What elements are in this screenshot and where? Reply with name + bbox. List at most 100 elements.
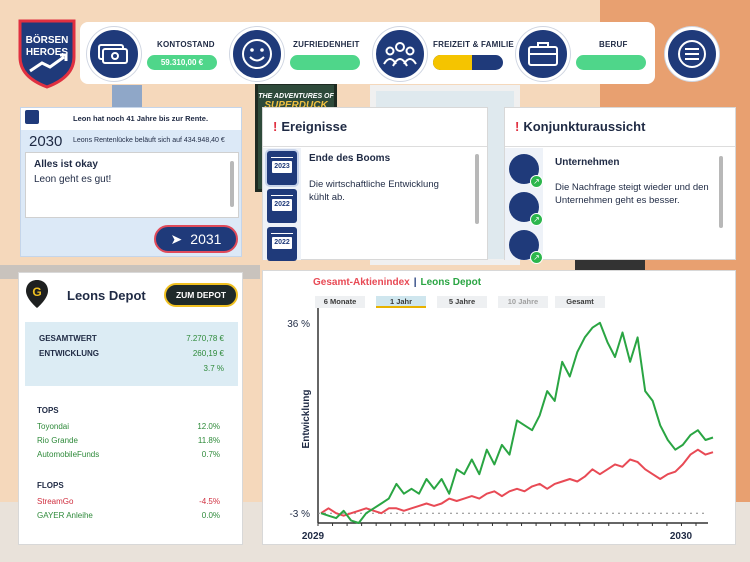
konjunktur-headline: Unternehmen (555, 157, 620, 168)
tab-5-jahre[interactable]: 5 Jahre (437, 296, 487, 308)
entwicklung-value: 260,19 € (192, 349, 224, 358)
list-item-value: 0.7% (201, 450, 220, 459)
list-item-value: -4.5% (199, 497, 220, 506)
depot-panel: G Leons Depot ZUM DEPOT GESAMTWERT 7.270… (18, 272, 243, 545)
list-item[interactable]: GAYER Anleihe (37, 511, 93, 520)
freizeit-bar (433, 55, 503, 70)
konjunktur-body-line2: Unternehmen geht es besser. (555, 195, 680, 206)
kontostand-value: 59.310,00 € (160, 58, 204, 67)
kontostand-bar: 59.310,00 € (147, 55, 217, 70)
list-item-value: 0.0% (201, 511, 220, 520)
x-tick-label: 2030 (670, 531, 693, 542)
arrow-right-icon: ➤ (170, 230, 183, 247)
event-year-1: 2023 (272, 161, 292, 173)
poster-line1: THE ADVENTURES OF (258, 93, 334, 100)
people-icon[interactable]: ↗ (509, 192, 543, 226)
list-item[interactable]: AutomobileFunds (37, 450, 100, 459)
event-calendar-icon[interactable]: 2023 (267, 151, 297, 185)
events-panel: ! Ereignisse 2023 2022 2022 Ende des Boom… (262, 107, 488, 261)
family-icon[interactable] (373, 27, 427, 81)
event-calendar-icon[interactable]: 2022 (267, 189, 297, 223)
trend-up-icon: ↗ (530, 213, 543, 226)
x-tick-label: 2029 (302, 531, 325, 542)
event-year-2: 2022 (272, 199, 292, 211)
events-icon-column: 2023 2022 2022 (263, 148, 301, 261)
chart-title-depot: Leons Depot (420, 277, 482, 288)
pension-header: Leon hat noch 41 Jahre bis zur Rente. (21, 108, 241, 130)
line-chart: 36 % -3 % 2029 2030 Entwicklung (287, 308, 714, 542)
zufriedenheit-label: ZUFRIEDENHEIT (293, 40, 360, 49)
money-icon[interactable] (87, 27, 141, 81)
event-body-line1: Die wirtschaftliche Entwicklung (309, 179, 439, 190)
briefcase-icon[interactable] (516, 27, 570, 81)
status-message-title: Alles ist okay (34, 159, 98, 170)
event-headline: Ende des Booms (309, 153, 391, 164)
pension-panel: Leon hat noch 41 Jahre bis zur Rente. 20… (20, 107, 242, 257)
events-scrollbar[interactable] (475, 154, 479, 224)
event-calendar-icon[interactable]: 2022 (267, 227, 297, 261)
next-year-button[interactable]: ➤ 2031 (154, 225, 238, 253)
menu-button[interactable] (665, 27, 719, 81)
next-year-label: 2031 (190, 231, 222, 247)
event-body-line2: kühlt ab. (309, 192, 345, 203)
freizeit-bar-fill (433, 55, 472, 70)
background-lamp (112, 85, 142, 107)
smiley-icon[interactable] (230, 27, 284, 81)
list-item[interactable]: Rio Grande (37, 436, 78, 445)
depot-pin-icon: G (26, 280, 48, 308)
konjunktur-scrollbar[interactable] (719, 156, 723, 228)
tab-1-jahr[interactable]: 1 Jahr (376, 296, 426, 308)
events-title: ! Ereignisse (273, 119, 348, 134)
pension-header-text: Leon hat noch 41 Jahre bis zur Rente. (73, 114, 209, 123)
gesamtwert-label: GESAMTWERT (39, 334, 97, 343)
y-tick-label: 36 % (287, 319, 310, 330)
beruf-label: BERUF (599, 40, 628, 49)
series-line-index (320, 448, 714, 517)
depot-title: Leons Depot (67, 288, 146, 303)
logo-line2: HEROES (26, 47, 69, 58)
status-message-body: Leon geht es gut! (34, 174, 112, 185)
boersen-heroes-logo: BÖRSEN HEROES (18, 19, 76, 89)
list-item[interactable]: StreamGo (37, 497, 74, 506)
svg-text:G: G (32, 285, 41, 299)
chart-title: Gesamt-Aktienindex | Leons Depot (313, 277, 482, 288)
hamburger-icon (678, 40, 706, 68)
status-message-box: Alles ist okay Leon geht es gut! (25, 152, 239, 218)
current-year: 2030 (29, 133, 63, 150)
list-item[interactable]: Toyondai (37, 422, 70, 431)
zufriedenheit-bar (290, 55, 360, 70)
y-axis-label: Entwicklung (301, 390, 312, 449)
message-scrollbar[interactable] (230, 161, 234, 207)
flops-label: FLOPS (37, 481, 64, 490)
gesamtwert-value: 7.270,78 € (186, 334, 224, 343)
performance-chart-panel: Gesamt-Aktienindex | Leons Depot 6 Monate … (262, 270, 736, 545)
konjunktur-body-line1: Die Nachfrage steigt wieder und den (555, 182, 709, 193)
factory-icon[interactable]: ↗ (509, 154, 543, 188)
chart-title-index: Gesamt-Aktienindex (313, 277, 410, 288)
konjunktur-panel: ! Konjunkturaussicht ↗ ↗ ↗ Unternehmen Di… (504, 107, 736, 264)
konjunktur-icon-column: ↗ ↗ ↗ (505, 148, 543, 264)
zum-depot-button[interactable]: ZUM DEPOT (164, 283, 238, 307)
list-item-value: 11.8% (197, 436, 220, 445)
beruf-bar (576, 55, 646, 70)
freizeit-label: FREIZEIT & FAMILIE (433, 40, 514, 49)
list-item-value: 12.0% (197, 422, 220, 431)
event-year-3: 2022 (272, 237, 292, 249)
depot-summary: GESAMTWERT 7.270,78 € ENTWICKLUNG 260,19… (25, 322, 238, 386)
tab-gesamt[interactable]: Gesamt (555, 296, 605, 308)
trend-up-icon: ↗ (530, 251, 543, 264)
y-tick-label: -3 % (289, 509, 310, 520)
konjunktur-title: ! Konjunkturaussicht (515, 119, 646, 134)
trend-up-icon: ↗ (530, 175, 543, 188)
tab-10-jahre[interactable]: 10 Jahre (498, 296, 548, 308)
tab-6-monate[interactable]: 6 Monate (315, 296, 365, 308)
tops-label: TOPS (37, 406, 59, 415)
calendar-icon (25, 110, 39, 124)
entwicklung-label: ENTWICKLUNG (39, 349, 99, 358)
poster-line2: SUPERDUCK (264, 100, 328, 111)
pension-gap-text: Leons Rentenlücke beläuft sich auf 434.9… (73, 137, 225, 144)
binoculars-icon[interactable]: ↗ (509, 230, 543, 264)
series-line-depot (320, 321, 714, 524)
logo-line1: BÖRSEN (26, 33, 69, 46)
entwicklung-percent: 3.7 % (203, 364, 224, 373)
